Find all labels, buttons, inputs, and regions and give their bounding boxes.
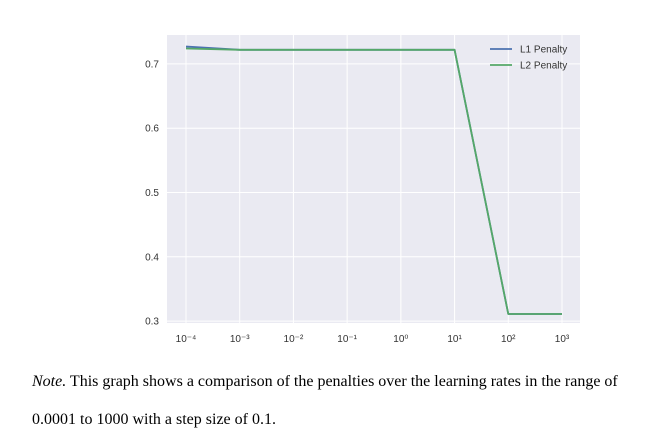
y-tick-label-4: 0.7 bbox=[145, 59, 159, 70]
y-tick-label-3: 0.6 bbox=[145, 124, 159, 135]
line-chart: 10⁻⁴ 10⁻³ 10⁻² 10⁻¹ 10⁰ 10¹ 10² 10³ 0.30.40.50.… bbox=[145, 35, 580, 345]
caption-text-line-1: This graph shows a comparison of the pen… bbox=[66, 373, 618, 390]
y-tick-label-0: 0.3 bbox=[145, 317, 159, 328]
legend-label-l2-penalty: L2 Penalty bbox=[520, 61, 567, 72]
x-axis-tick-labels: 10⁻⁴ 10⁻³ 10⁻² 10⁻¹ 10⁰ 10¹ 10² 10³ bbox=[176, 334, 570, 345]
plot-area bbox=[167, 35, 580, 323]
x-tick-label-7: 10³ bbox=[555, 334, 570, 345]
x-tick-label-3: 10⁻¹ bbox=[337, 334, 357, 345]
y-tick-label-1: 0.4 bbox=[145, 252, 159, 263]
x-tick-label-1: 10⁻³ bbox=[230, 334, 250, 345]
grid-lines bbox=[167, 35, 580, 323]
x-tick-label-2: 10⁻² bbox=[284, 334, 304, 345]
y-axis-tick-labels: 0.3 0.4 0.5 0.6 0.7 bbox=[145, 59, 159, 327]
y-tick-label-2: 0.5 bbox=[145, 188, 159, 199]
caption-note-label: Note. bbox=[32, 373, 67, 390]
series-lines bbox=[185, 45, 562, 315]
x-tick-label-5: 10¹ bbox=[447, 334, 462, 345]
series-line-l2-penalty bbox=[185, 47, 562, 315]
x-tick-label-4: 10⁰ bbox=[393, 334, 408, 345]
x-tick-label-0: 10⁻⁴ bbox=[176, 334, 197, 345]
figure-caption-line-1: Note. This graph shows a comparison of t… bbox=[32, 373, 618, 391]
caption-text-line-2: 0.0001 to 1000 with a step size of 0.1. bbox=[32, 411, 276, 428]
legend: L1 Penalty L2 Penalty bbox=[490, 45, 567, 72]
legend-label-l1-penalty: L1 Penalty bbox=[520, 45, 567, 56]
figure-caption-line-2: 0.0001 to 1000 with a step size of 0.1. bbox=[32, 411, 276, 429]
x-tick-label-6: 10² bbox=[501, 334, 516, 345]
